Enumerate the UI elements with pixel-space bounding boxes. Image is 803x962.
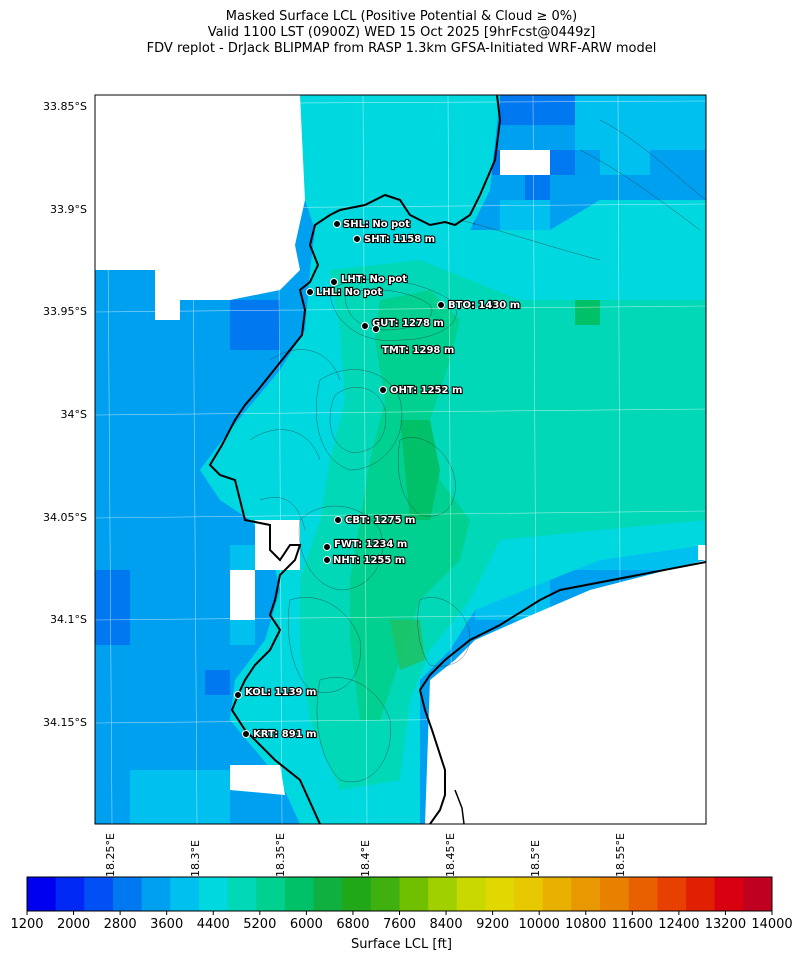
site-label-oht: OHT: 1252 m <box>390 385 462 396</box>
site-label-tmt: TMT: 1298 m <box>382 345 454 356</box>
colorbar-segment <box>370 877 400 911</box>
lat-tick-label: 34°S <box>60 408 87 421</box>
plot-frame <box>94 94 707 825</box>
site-marker-tmt <box>372 325 380 333</box>
colorbar <box>26 876 773 915</box>
site-marker-nht <box>323 556 331 564</box>
site-label-gut: GUT: 1278 m <box>372 318 444 329</box>
lon-tick-label: 18.3°E <box>189 840 202 877</box>
lon-tick-label: 18.45°E <box>444 833 457 877</box>
colorbar-segment <box>141 877 171 911</box>
colorbar-segment <box>342 877 372 911</box>
colorbar-tick-label: 9200 <box>476 917 510 932</box>
colorbar-segment <box>55 877 85 911</box>
colorbar-segment <box>714 877 744 911</box>
lat-tick-label: 34.15°S <box>43 716 87 729</box>
colorbar-segment <box>657 877 687 911</box>
colorbar-segment <box>284 877 315 911</box>
colorbar-segment <box>571 877 601 911</box>
colorbar-segment <box>84 877 114 911</box>
lat-tick-label: 33.95°S <box>43 305 87 318</box>
title-line-3: FDV replot - DrJack BLIPMAP from RASP 1.… <box>146 41 657 56</box>
lat-tick-label: 33.85°S <box>43 100 87 113</box>
colorbar-tick-label: 11600 <box>611 917 653 932</box>
site-marker-lht <box>330 278 338 286</box>
colorbar-segment <box>170 877 200 911</box>
colorbar-segment <box>743 877 773 911</box>
site-marker-cbt <box>334 516 342 524</box>
title-line-2: Valid 1100 LST (0900Z) WED 15 Oct 2025 [… <box>207 25 596 40</box>
colorbar-tick-label: 2000 <box>57 917 91 932</box>
colorbar-segment <box>628 877 658 911</box>
colorbar-tick-label: 2800 <box>103 917 137 932</box>
site-label-kol: KOL: 1139 m <box>245 687 316 698</box>
lcl-field <box>95 95 706 824</box>
site-marker-lhl <box>306 288 314 296</box>
site-marker-fwt <box>323 543 331 551</box>
site-label-cbt: CBT: 1275 m <box>345 515 415 526</box>
site-label-nht: NHT: 1255 m <box>333 555 405 566</box>
site-marker-kol <box>234 691 242 699</box>
coastline <box>208 95 706 824</box>
site-label-sht: SHT: 1158 m <box>364 234 435 245</box>
colorbar-tick-label: 6800 <box>336 917 370 932</box>
colorbar-tick-label: 13200 <box>704 917 747 932</box>
lat-tick-label: 33.9°S <box>50 203 87 216</box>
lon-tick-label: 18.5°E <box>529 840 542 877</box>
colorbar-segment <box>456 877 486 911</box>
colorbar-tick-label: 12400 <box>658 917 700 932</box>
colorbar-label: Surface LCL [ft] <box>351 937 452 952</box>
terrain-contours <box>249 119 706 783</box>
site-marker-oht <box>379 386 387 394</box>
site-label-lht: LHT: No pot <box>341 274 407 285</box>
lon-tick-label: 18.4°E <box>359 840 372 877</box>
lon-tick-label: 18.35°E <box>274 833 287 877</box>
colorbar-segment <box>485 877 515 911</box>
site-label-lhl: LHL: No pot <box>316 287 382 298</box>
colorbar-segment <box>428 877 458 911</box>
colorbar-tick-label: 4400 <box>196 917 230 932</box>
colorbar-tick-label: 3600 <box>150 917 184 932</box>
colorbar-tick-label: 10000 <box>518 917 560 932</box>
lon-tick-label: 18.25°E <box>104 833 117 877</box>
site-marker-gut <box>361 322 369 330</box>
colorbar-segment <box>256 877 286 911</box>
colorbar-segment <box>514 877 544 911</box>
site-marker-shl <box>333 220 341 228</box>
site-marker-bto <box>437 301 445 309</box>
colorbar-segment <box>27 877 57 911</box>
site-label-fwt: FWT: 1234 m <box>334 539 407 550</box>
site-label-shl: SHL: No pot <box>343 219 410 230</box>
site-label-bto: BTO: 1430 m <box>448 300 520 311</box>
site-marker-krt <box>242 730 250 738</box>
colorbar-tick-label: 6000 <box>289 917 323 932</box>
site-label-krt: KRT: 891 m <box>253 729 317 740</box>
colorbar-segment <box>198 877 229 911</box>
colorbar-segment <box>227 877 257 911</box>
lat-tick-label: 34.05°S <box>43 511 87 524</box>
colorbar-tick-label: 8400 <box>429 917 463 932</box>
site-markers: SHL: No pot SHT: 1158 m LHT: No pot LHL: No… <box>234 218 521 741</box>
colorbar-segment <box>313 877 343 911</box>
graticule <box>95 95 706 824</box>
colorbar-tick-label: 5200 <box>243 917 277 932</box>
colorbar-tick-label: 7600 <box>382 917 417 932</box>
colorbar-tick-label: 1200 <box>10 917 44 932</box>
colorbar-segment <box>542 877 572 911</box>
colorbar-tick-label: 10800 <box>565 917 607 932</box>
colorbar-tick-label: 14000 <box>751 917 793 932</box>
colorbar-segment <box>399 877 429 911</box>
title-line-1: Masked Surface LCL (Positive Potential &… <box>225 9 578 24</box>
colorbar-segment <box>686 877 716 911</box>
site-marker-sht <box>353 235 361 243</box>
colorbar-segment <box>112 877 143 911</box>
colorbar-segment <box>600 877 630 911</box>
lon-tick-label: 18.55°E <box>614 833 627 877</box>
lat-tick-label: 34.1°S <box>50 613 87 626</box>
